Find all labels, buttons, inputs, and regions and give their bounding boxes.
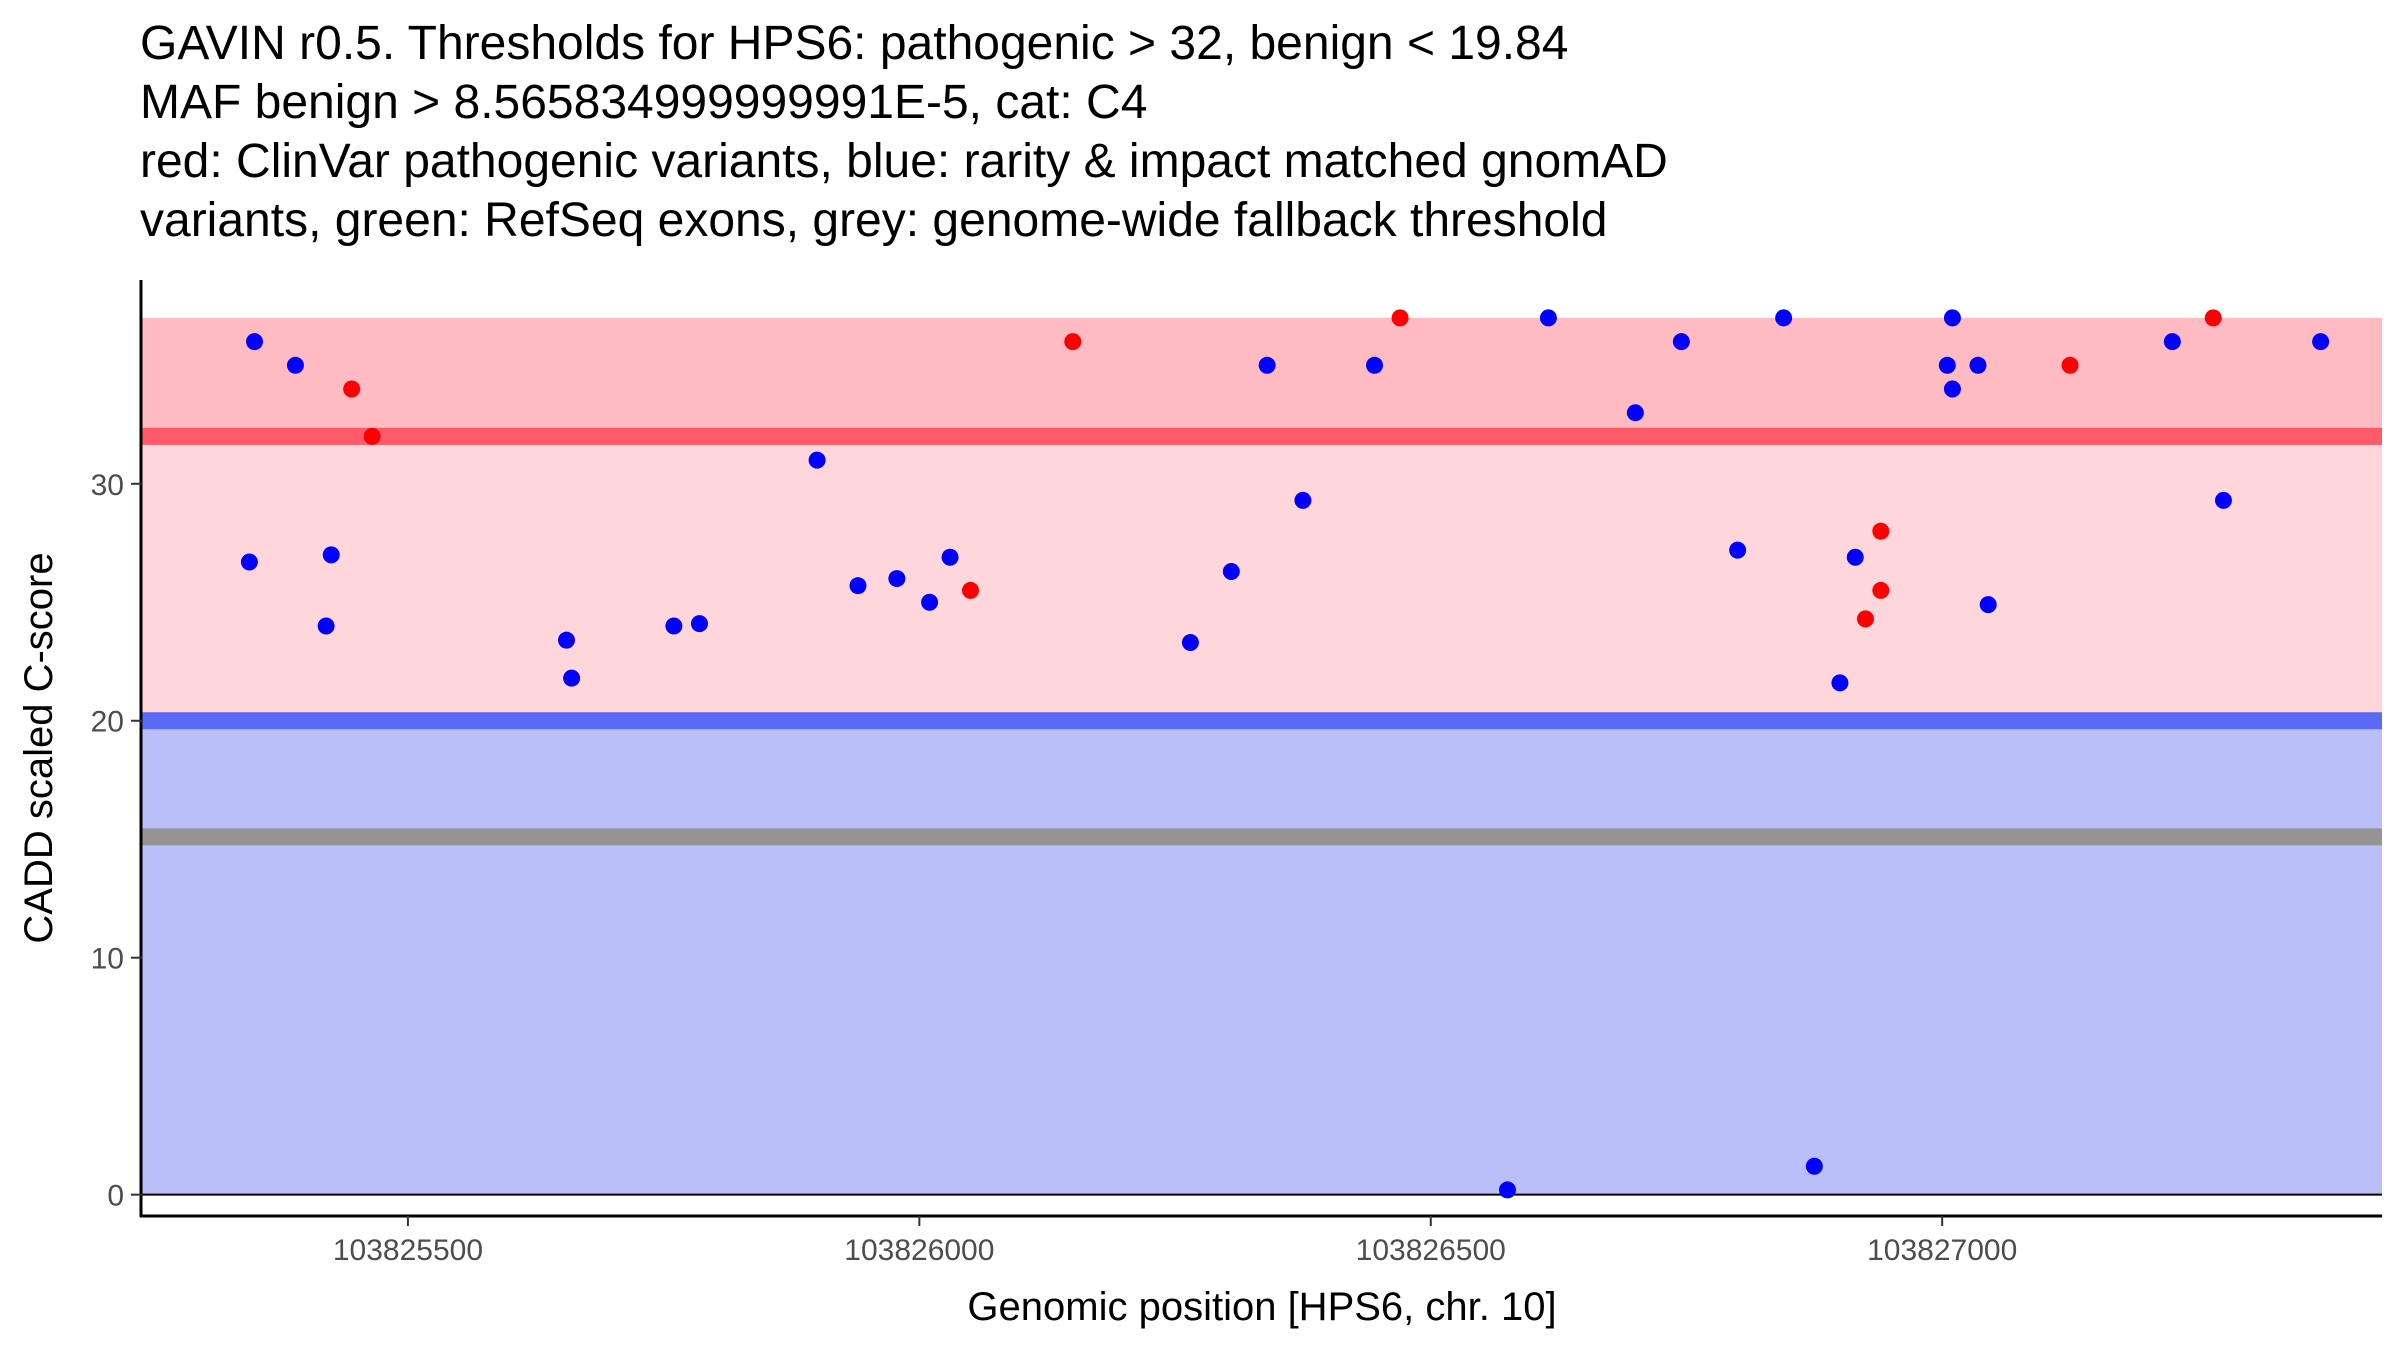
data-point [563,669,581,687]
data-point [1846,548,1864,566]
data-point [1872,522,1890,540]
x-tick-label: 103827000 [1867,1234,2017,1267]
y-axis-ticks: 0 10 20 30 [91,469,142,1213]
data-point [1805,1157,1823,1175]
data-point [317,617,335,635]
x-tick-label: 103826000 [844,1234,994,1267]
data-point [888,570,906,588]
data-point [286,356,304,374]
series-benign [240,309,2330,1199]
data-point [343,380,361,398]
data-point [1729,541,1747,559]
data-point [1938,356,1956,374]
data-point [240,553,258,571]
data-point [2163,333,2181,351]
title-line-2: MAF benign > 8.565834999999991E-5, cat: … [140,76,1148,129]
data-point [2061,356,2079,374]
data-point [1831,674,1849,692]
data-point [1943,309,1961,327]
data-point [1294,491,1312,509]
data-point [1222,562,1240,580]
y-axis-title: CADD scaled C-score [17,552,61,943]
y-tick-label: 0 [107,1180,124,1213]
data-point [1969,356,1987,374]
data-point [1391,309,1409,327]
series-pathogenic [343,309,2222,628]
data-point [1672,333,1690,351]
data-points [240,309,2330,1199]
threshold-lines [142,427,2382,846]
benign-region [142,724,2382,1195]
axes [139,280,2382,1218]
y-tick-label: 20 [91,706,124,739]
data-point [2312,333,2330,351]
data-point [2204,309,2222,327]
data-point [1258,356,1276,374]
title-line-1: GAVIN r0.5. Thresholds for HPS6: pathoge… [140,17,1569,70]
data-point [1064,333,1082,351]
title-line-3: red: ClinVar pathogenic variants, blue: … [140,135,1668,188]
x-tick-label: 103826500 [1356,1234,1506,1267]
data-point [1366,356,1384,374]
data-point [849,577,867,595]
y-tick-label: 30 [91,469,124,502]
data-point [921,593,939,611]
data-point [1181,634,1199,652]
data-point [665,617,683,635]
data-point [1856,610,1874,628]
data-point [246,333,264,351]
data-point [941,548,959,566]
threshold-bands [142,317,2382,1195]
data-point [1775,309,1793,327]
data-point [1943,380,1961,398]
data-point [363,427,381,445]
pathogenic-high-region [142,317,2382,437]
data-point [1872,581,1890,599]
data-point [961,581,979,599]
data-point [2214,491,2232,509]
y-tick-label: 10 [91,943,124,976]
data-point [1626,404,1644,422]
data-point [322,546,340,564]
x-axis-title: Genomic position [HPS6, chr. 10] [967,1285,1556,1329]
data-point [690,615,708,633]
data-point [808,451,826,469]
chart-title: GAVIN r0.5. Thresholds for HPS6: pathoge… [140,14,2380,250]
data-point [557,631,575,649]
title-line-4: variants, green: RefSeq exons, grey: gen… [140,194,1608,247]
x-tick-label: 103825500 [333,1234,483,1267]
x-axis-ticks: 103825500 103826000 103826500 103827000 [333,1216,2017,1267]
data-point [1979,596,1997,614]
data-point [1498,1181,1516,1199]
data-point [1539,309,1557,327]
